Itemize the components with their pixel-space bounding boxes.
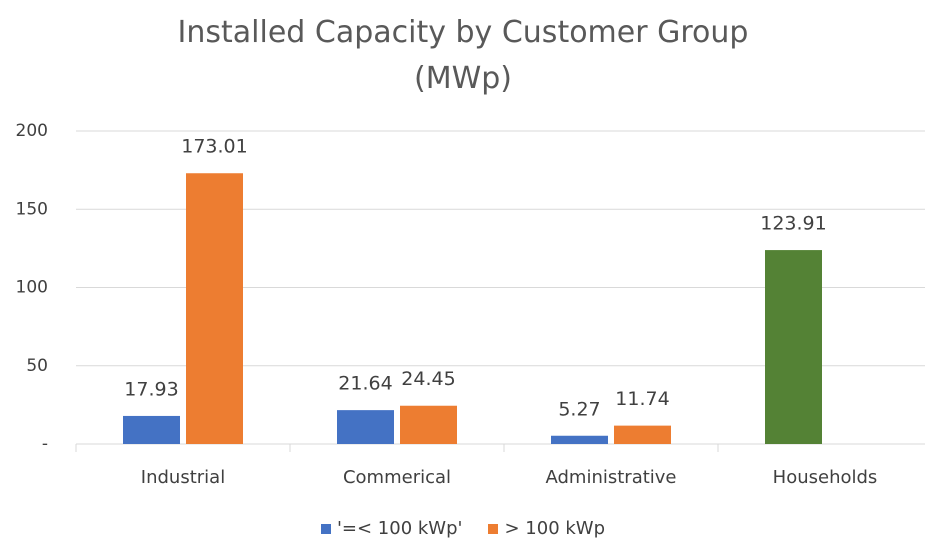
legend-swatch [320,523,331,534]
value-label: 17.93 [124,378,178,400]
value-label: 21.64 [338,373,392,395]
bar [123,415,180,444]
value-label: 5.27 [558,398,600,420]
x-tick-label: Industrial [141,467,225,488]
value-label: 24.45 [401,368,455,390]
legend-label: > 100 kWp [504,518,606,539]
bar [337,410,394,444]
chart-title: Installed Capacity by Customer Group (MW… [177,15,749,96]
legend: '=< 100 kWp' > 100 kWp [0,518,926,539]
legend-item: > 100 kWp [488,518,605,539]
y-tick-label: - [42,434,48,454]
x-tick-label: Commerical [343,467,451,488]
x-tick-label: Households [773,467,878,488]
y-tick-label: 150 [16,199,48,219]
bar [400,405,457,444]
value-label: 123.91 [760,213,826,235]
legend-swatch [488,523,499,534]
y-tick-label: 100 [16,278,48,298]
bar [614,425,671,444]
y-tick-label: 200 [16,121,48,141]
x-tick-label: Administrative [545,467,676,488]
legend-item: '=< 100 kWp' [320,518,463,539]
bar [186,173,243,444]
value-label: 11.74 [615,388,669,410]
bar [765,250,822,444]
value-label: 173.01 [181,136,247,158]
legend-label: '=< 100 kWp' [336,518,463,539]
y-tick-label: 50 [26,356,48,376]
bar [551,435,608,444]
